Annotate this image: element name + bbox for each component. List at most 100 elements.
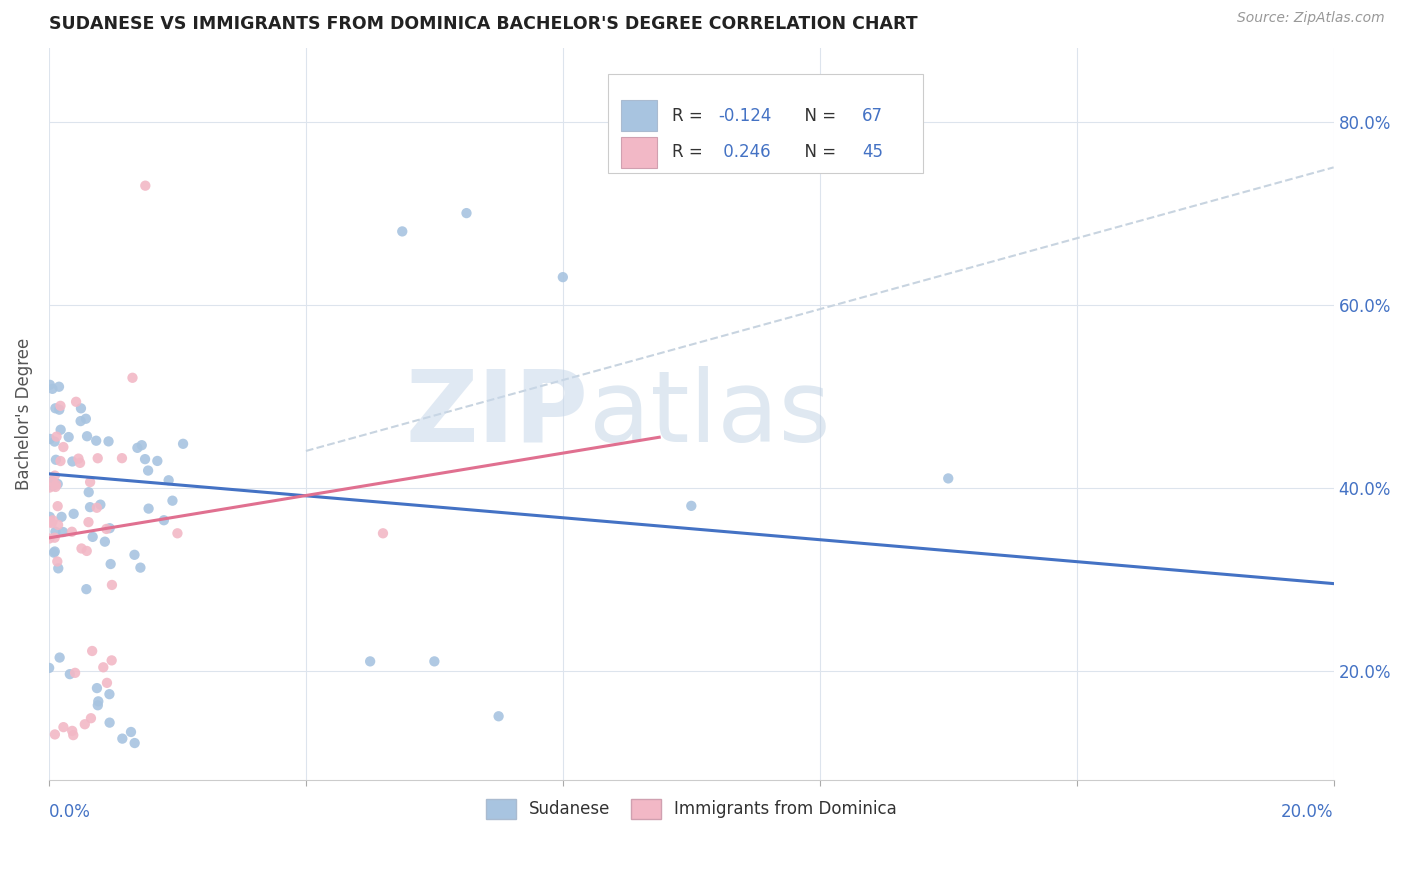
Point	[87, 694, 110, 708]
Point	[59, 667, 82, 681]
Point	[124, 548, 146, 562]
Point	[46, 554, 69, 568]
Point	[38, 509, 60, 524]
Point	[46, 477, 69, 491]
Text: N =: N =	[794, 107, 841, 125]
Point	[44, 531, 66, 545]
Point	[75, 411, 97, 425]
Point	[84, 434, 107, 448]
Point	[94, 534, 117, 549]
Point	[69, 414, 91, 428]
Point	[681, 499, 703, 513]
Point	[138, 501, 160, 516]
Point	[44, 401, 66, 416]
Point	[48, 402, 70, 417]
Point	[44, 480, 66, 494]
Point	[172, 437, 194, 451]
Point	[79, 475, 101, 489]
Point	[87, 698, 110, 713]
Point	[39, 515, 62, 529]
Point	[42, 546, 65, 560]
Point	[46, 517, 69, 532]
Point	[82, 530, 104, 544]
Point	[127, 441, 149, 455]
Point	[488, 709, 510, 723]
Point	[45, 429, 67, 443]
Point	[79, 500, 101, 515]
FancyBboxPatch shape	[620, 101, 657, 131]
Point	[49, 423, 72, 437]
Point	[82, 644, 104, 658]
Point	[166, 526, 188, 541]
Point	[77, 485, 100, 500]
Text: atlas: atlas	[589, 366, 830, 463]
Point	[38, 661, 60, 675]
Point	[58, 430, 80, 444]
Point	[101, 578, 124, 592]
Point	[423, 654, 446, 668]
Text: R =: R =	[672, 144, 709, 161]
Point	[76, 544, 98, 558]
Point	[63, 665, 86, 680]
Point	[41, 479, 63, 493]
Point	[359, 654, 381, 668]
Point	[97, 434, 120, 449]
Point	[46, 561, 69, 575]
Point	[52, 524, 75, 539]
Point	[157, 473, 180, 487]
Point	[38, 481, 60, 495]
Point	[86, 681, 108, 695]
Point	[70, 541, 93, 556]
Point	[98, 715, 121, 730]
Point	[124, 736, 146, 750]
FancyBboxPatch shape	[620, 137, 657, 168]
Point	[41, 513, 63, 527]
Point	[44, 434, 66, 449]
Point	[44, 468, 66, 483]
Point	[111, 731, 134, 746]
Point	[134, 452, 156, 467]
Point	[65, 394, 87, 409]
Point	[131, 438, 153, 452]
Point	[134, 178, 156, 193]
Point	[70, 401, 93, 416]
Point	[98, 687, 121, 701]
Point	[41, 475, 63, 489]
Point	[73, 717, 96, 731]
Point	[162, 493, 184, 508]
Text: 0.0%: 0.0%	[49, 803, 91, 822]
Point	[41, 382, 63, 396]
Text: 67: 67	[862, 107, 883, 125]
Point	[100, 557, 122, 571]
Point	[60, 524, 83, 539]
Point	[80, 711, 103, 725]
Point	[100, 653, 122, 667]
Point	[391, 224, 413, 238]
Point	[44, 524, 66, 539]
Point	[936, 471, 959, 485]
Point	[76, 429, 98, 443]
Point	[146, 454, 169, 468]
Point	[551, 270, 574, 285]
Point	[49, 454, 72, 468]
Point	[45, 452, 67, 467]
Point	[98, 521, 121, 535]
Point	[45, 477, 67, 491]
Point	[371, 526, 394, 541]
Point	[60, 723, 83, 738]
Point	[51, 509, 73, 524]
Point	[129, 560, 152, 574]
Point	[69, 456, 91, 470]
FancyBboxPatch shape	[607, 74, 922, 173]
Point	[39, 432, 62, 446]
Point	[153, 513, 176, 527]
Point	[41, 516, 63, 530]
Point	[121, 371, 143, 385]
Point	[48, 650, 70, 665]
Point	[38, 532, 60, 546]
Text: 0.246: 0.246	[718, 144, 770, 161]
Point	[49, 399, 72, 413]
Point	[456, 206, 478, 220]
Point	[111, 451, 134, 466]
Point	[46, 499, 69, 513]
